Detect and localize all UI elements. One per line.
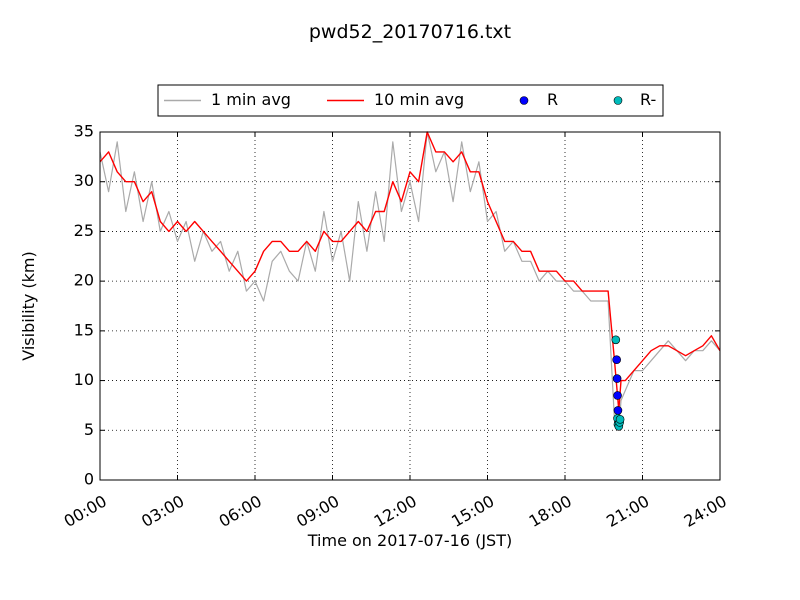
data-point-r-minus xyxy=(615,415,625,424)
y-tick-label: 0 xyxy=(84,470,94,489)
legend: 1 min avg 10 min avg R R- xyxy=(157,84,664,117)
legend-swatch xyxy=(613,96,623,105)
y-tick-label: 35 xyxy=(74,122,94,141)
data-point-r xyxy=(613,406,623,415)
series-markers xyxy=(611,335,625,431)
legend-swatch xyxy=(519,96,529,105)
legend-label: 1 min avg xyxy=(211,90,291,109)
y-tick-label: 20 xyxy=(74,271,94,290)
y-tick-label: 25 xyxy=(74,221,94,240)
legend-label: R xyxy=(547,90,558,109)
series-line-10-min-avg xyxy=(99,131,721,412)
legend-box xyxy=(157,84,664,117)
chart-title: pwd52_20170716.txt xyxy=(309,21,511,43)
y-axis: 0 5 10 15 20 25 30 35 xyxy=(74,122,720,489)
legend-label: 10 min avg xyxy=(374,90,464,109)
data-point-r xyxy=(613,391,622,400)
legend-label: R- xyxy=(640,90,656,109)
data-point-r xyxy=(612,355,621,364)
data-point-r-minus xyxy=(611,335,621,345)
y-tick-label: 30 xyxy=(74,171,94,190)
data-point-r xyxy=(612,374,622,383)
y-axis-label: Visibility (km) xyxy=(19,251,38,360)
y-tick-label: 10 xyxy=(74,370,94,389)
y-tick-label: 5 xyxy=(84,420,94,439)
x-axis-label: Time on 2017-07-16 (JST) xyxy=(307,531,512,550)
y-tick-label: 15 xyxy=(74,320,94,339)
